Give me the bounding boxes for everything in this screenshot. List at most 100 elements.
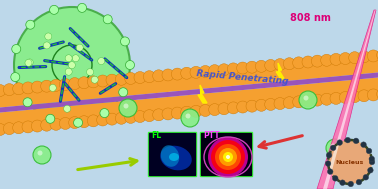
Circle shape: [31, 120, 43, 132]
Circle shape: [349, 52, 361, 64]
Circle shape: [284, 97, 295, 109]
Circle shape: [186, 114, 191, 119]
Ellipse shape: [169, 153, 179, 161]
Circle shape: [43, 42, 50, 49]
Circle shape: [376, 88, 378, 100]
Circle shape: [223, 152, 233, 162]
Circle shape: [356, 179, 362, 185]
Circle shape: [87, 76, 99, 88]
Circle shape: [25, 59, 32, 66]
Circle shape: [255, 60, 267, 72]
Circle shape: [22, 121, 34, 133]
Circle shape: [0, 123, 6, 136]
Circle shape: [26, 59, 33, 66]
Circle shape: [190, 105, 202, 117]
Circle shape: [50, 118, 62, 130]
Circle shape: [76, 44, 83, 51]
Circle shape: [64, 105, 71, 112]
Circle shape: [321, 93, 333, 105]
Circle shape: [376, 49, 378, 61]
Circle shape: [218, 64, 230, 76]
Circle shape: [41, 119, 53, 131]
Polygon shape: [198, 85, 207, 103]
Circle shape: [293, 57, 305, 69]
Circle shape: [26, 20, 35, 29]
Polygon shape: [276, 63, 284, 79]
Circle shape: [11, 73, 20, 82]
Circle shape: [246, 100, 258, 112]
Circle shape: [68, 62, 75, 69]
Circle shape: [353, 138, 359, 144]
FancyBboxPatch shape: [148, 132, 196, 176]
Circle shape: [13, 83, 25, 95]
Circle shape: [199, 65, 211, 77]
Text: Nucleus: Nucleus: [336, 160, 364, 164]
Circle shape: [46, 114, 55, 123]
Circle shape: [274, 98, 286, 110]
Circle shape: [361, 142, 366, 147]
Circle shape: [340, 180, 345, 185]
Circle shape: [199, 105, 211, 116]
Circle shape: [37, 150, 42, 156]
Circle shape: [106, 74, 118, 86]
Circle shape: [115, 73, 127, 85]
Circle shape: [209, 104, 221, 116]
Circle shape: [328, 140, 372, 184]
Circle shape: [125, 60, 135, 70]
Circle shape: [125, 72, 137, 84]
Polygon shape: [0, 74, 378, 125]
Circle shape: [302, 56, 314, 68]
Polygon shape: [0, 69, 378, 112]
Circle shape: [23, 98, 32, 107]
Circle shape: [255, 99, 267, 111]
Circle shape: [219, 148, 237, 166]
Circle shape: [369, 156, 375, 162]
Circle shape: [143, 71, 155, 83]
Circle shape: [363, 174, 369, 180]
Circle shape: [3, 123, 15, 135]
Circle shape: [265, 98, 277, 110]
Circle shape: [31, 81, 43, 93]
Circle shape: [50, 5, 59, 14]
Text: FL: FL: [151, 131, 161, 140]
Circle shape: [103, 15, 112, 24]
Circle shape: [311, 94, 323, 106]
Text: Rapid Penetrating: Rapid Penetrating: [195, 70, 288, 87]
Circle shape: [125, 111, 137, 123]
Circle shape: [121, 37, 130, 46]
Circle shape: [327, 169, 333, 174]
Circle shape: [215, 144, 241, 170]
Circle shape: [181, 106, 193, 118]
Circle shape: [226, 155, 230, 159]
Circle shape: [339, 53, 351, 64]
Circle shape: [65, 68, 72, 75]
Circle shape: [0, 84, 6, 97]
Circle shape: [367, 50, 378, 62]
Circle shape: [98, 58, 105, 65]
Circle shape: [87, 115, 99, 127]
Circle shape: [302, 95, 314, 107]
Circle shape: [208, 137, 248, 177]
Circle shape: [190, 66, 202, 78]
Circle shape: [72, 55, 79, 62]
Circle shape: [369, 159, 375, 165]
Circle shape: [274, 59, 286, 70]
Circle shape: [227, 102, 239, 114]
Circle shape: [181, 67, 193, 79]
Polygon shape: [317, 10, 376, 189]
Circle shape: [366, 148, 372, 154]
Circle shape: [59, 117, 71, 129]
Circle shape: [304, 95, 308, 101]
Circle shape: [14, 7, 130, 123]
Circle shape: [69, 78, 81, 90]
Circle shape: [348, 181, 353, 187]
Circle shape: [311, 55, 323, 67]
Circle shape: [91, 76, 98, 83]
Circle shape: [87, 69, 93, 76]
Circle shape: [284, 58, 295, 70]
Circle shape: [124, 104, 129, 108]
Circle shape: [65, 55, 72, 62]
Circle shape: [265, 59, 277, 71]
Circle shape: [325, 161, 331, 166]
Circle shape: [326, 139, 344, 157]
